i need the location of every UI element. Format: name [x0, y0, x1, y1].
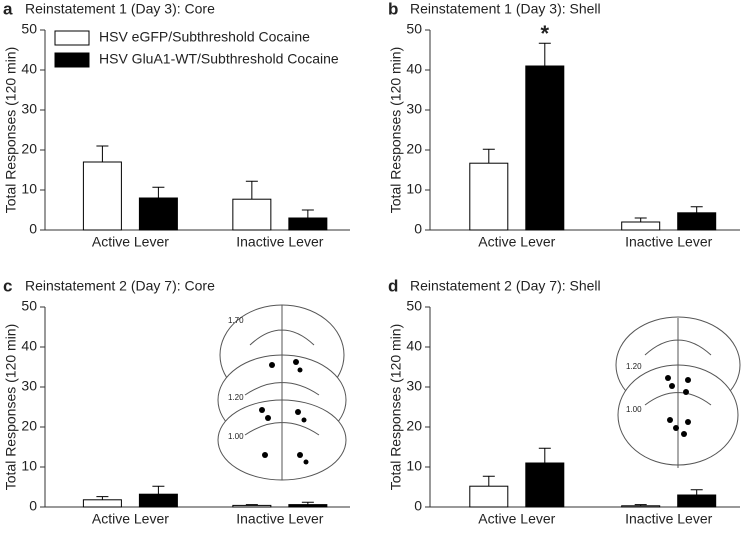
y-tick-label: 50 [21, 21, 37, 37]
error-bar [690, 489, 703, 495]
y-tick-label: 0 [29, 221, 37, 237]
y-tick-label: 40 [21, 61, 37, 77]
y-axis-label: Total Responses (120 min) [3, 47, 19, 214]
error-bar [96, 145, 109, 162]
x-tick-label: Active Lever [92, 234, 169, 250]
bar [288, 217, 328, 231]
bar [82, 499, 122, 508]
panel-letter: d [388, 276, 398, 295]
bar [232, 504, 272, 508]
panel-title: Reinstatement 1 (Day 3): Core [25, 1, 215, 17]
y-tick-label: 30 [21, 378, 37, 394]
y-tick-label: 20 [406, 141, 422, 157]
section-label: 1.00 [626, 405, 642, 414]
legend-swatch [54, 30, 90, 46]
bar [138, 197, 178, 231]
y-axis-label: Total Responses (120 min) [3, 324, 19, 491]
y-tick-label: 10 [406, 181, 422, 197]
error-bar [634, 217, 647, 222]
x-tick-label: Inactive Lever [625, 234, 712, 250]
y-tick-label: 10 [21, 458, 37, 474]
y-tick-label: 10 [21, 181, 37, 197]
panel-letter: a [3, 0, 13, 18]
x-tick-label: Inactive Lever [236, 234, 323, 250]
error-bar [301, 209, 314, 218]
y-tick-label: 50 [406, 21, 422, 37]
section-label: 1.70 [228, 316, 244, 325]
y-tick-label: 0 [414, 498, 422, 514]
y-tick-label: 50 [406, 298, 422, 314]
y-tick-label: 40 [21, 338, 37, 354]
section-label: 1.20 [228, 393, 244, 402]
bar [677, 212, 717, 231]
y-tick-label: 20 [21, 418, 37, 434]
bar [677, 494, 717, 508]
y-axis-label: Total Responses (120 min) [388, 324, 404, 491]
y-tick-label: 40 [406, 61, 422, 77]
y-tick-label: 10 [406, 458, 422, 474]
panel-letter: b [388, 0, 398, 18]
y-tick-label: 30 [406, 101, 422, 117]
y-tick-label: 40 [406, 338, 422, 354]
legend-label: HSV eGFP/Subthreshold Cocaine [99, 29, 310, 45]
bar [621, 505, 661, 508]
y-tick-label: 30 [406, 378, 422, 394]
y-axis-label: Total Responses (120 min) [388, 47, 404, 214]
y-tick-label: 0 [29, 498, 37, 514]
bar [82, 161, 122, 231]
error-bar [152, 186, 165, 198]
x-tick-label: Active Lever [92, 511, 169, 527]
legend-swatch [54, 52, 90, 68]
x-tick-label: Inactive Lever [236, 511, 323, 527]
y-tick-label: 30 [21, 101, 37, 117]
error-bar [538, 447, 551, 463]
error-bar [690, 206, 703, 213]
x-tick-label: Active Lever [478, 234, 555, 250]
bar [138, 493, 178, 508]
section-label: 1.20 [626, 362, 642, 371]
section-label: 1.00 [228, 432, 244, 441]
bar [525, 462, 565, 508]
significance-marker: * [541, 21, 550, 46]
x-tick-label: Active Lever [478, 511, 555, 527]
bar [469, 485, 509, 508]
bar [232, 198, 272, 231]
error-bar [482, 475, 495, 487]
panel-letter: c [3, 276, 12, 295]
brain-sections-c [217, 304, 347, 481]
x-tick-label: Inactive Lever [625, 511, 712, 527]
brain-sections-d [615, 316, 741, 468]
y-tick-label: 0 [414, 221, 422, 237]
y-tick-label: 20 [406, 418, 422, 434]
error-bar [482, 148, 495, 164]
bar [288, 504, 328, 508]
error-bar [152, 485, 165, 495]
bar [469, 162, 509, 231]
panel-title: Reinstatement 2 (Day 7): Core [25, 278, 215, 294]
error-bar [538, 42, 551, 66]
panel-title: Reinstatement 2 (Day 7): Shell [410, 278, 601, 294]
error-bar [245, 180, 258, 200]
y-tick-label: 20 [21, 141, 37, 157]
bar [621, 221, 661, 231]
bar [525, 65, 565, 231]
legend-label: HSV GluA1-WT/Subthreshold Cocaine [99, 51, 339, 67]
y-tick-label: 50 [21, 298, 37, 314]
panel-title: Reinstatement 1 (Day 3): Shell [410, 1, 601, 17]
error-bar [96, 496, 109, 500]
